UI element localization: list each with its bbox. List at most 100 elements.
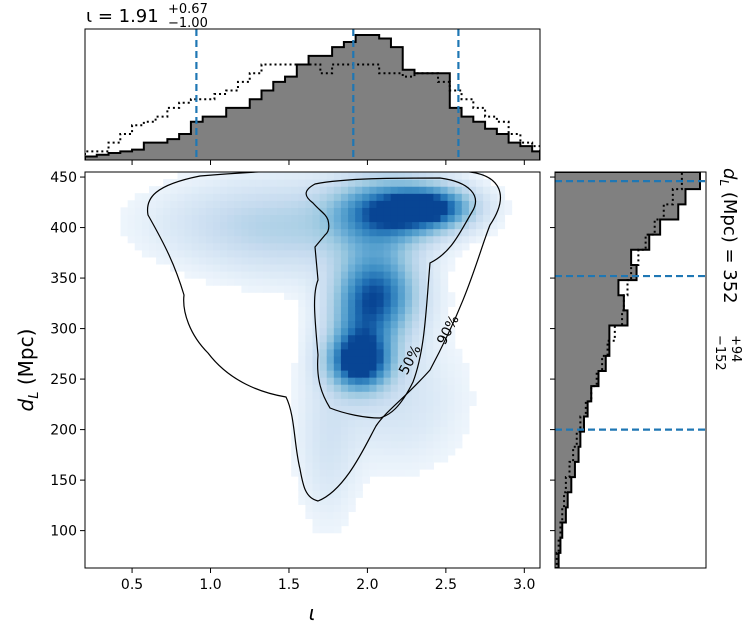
density-cell (333, 384, 342, 392)
density-cell (319, 384, 328, 392)
density-cell (426, 271, 434, 279)
density-cell (440, 447, 449, 456)
density-cell (447, 207, 456, 216)
density-cell (305, 461, 314, 470)
density-cell (212, 271, 221, 279)
density-cell (454, 249, 463, 258)
density-cell (376, 278, 385, 286)
density-cell (333, 214, 342, 223)
density-cell (348, 306, 356, 315)
density-cell (333, 454, 342, 463)
density-cell (383, 469, 392, 477)
density-cell (163, 228, 171, 237)
density-cell (412, 426, 420, 435)
density-cell (333, 179, 342, 187)
density-cell (355, 405, 363, 414)
density-cell (191, 263, 200, 272)
density-cell (376, 334, 385, 343)
density-cell (376, 200, 385, 208)
density-cell (312, 186, 321, 194)
density-cell (319, 433, 328, 442)
density-cell (362, 306, 370, 315)
density-cell (191, 179, 200, 187)
y-axis-label-rest: (Mpc) (14, 329, 38, 392)
density-cell (340, 384, 349, 392)
density-cell (433, 440, 442, 449)
density-cell (397, 355, 406, 364)
density-cell (184, 271, 193, 279)
density-cell (276, 263, 285, 272)
density-cell (454, 405, 463, 414)
density-cell (404, 193, 413, 201)
density-cell (340, 327, 349, 336)
joint-density-panel: 50% 90% 0.5 1.0 1.5 2.0 2.5 3.010015020025030… (50, 170, 541, 593)
density-cell (305, 292, 314, 300)
density-cell (227, 179, 235, 187)
density-cell (298, 405, 306, 414)
density-cell (333, 348, 342, 357)
density-cell (369, 228, 378, 237)
density-cell (305, 186, 314, 194)
density-cell (340, 306, 349, 315)
density-cell (440, 454, 449, 463)
density-cell (177, 186, 186, 194)
density-cell (255, 179, 264, 187)
density-cell (355, 271, 363, 279)
density-cell (326, 384, 335, 392)
density-cell (326, 306, 335, 315)
density-cell (156, 235, 164, 244)
density-cell (141, 235, 150, 244)
density-cell (376, 235, 385, 244)
density-cell (433, 391, 442, 399)
density-cell (376, 362, 385, 371)
density-cell (340, 497, 349, 505)
density-cell (419, 384, 427, 392)
density-cell (333, 419, 342, 428)
density-cell (468, 186, 477, 194)
density-cell (220, 200, 228, 208)
density-cell (305, 313, 314, 322)
density-cell (412, 313, 420, 322)
density-cell (376, 221, 385, 230)
density-cell (305, 370, 314, 378)
density-cell (227, 207, 235, 216)
density-cell (404, 292, 413, 300)
density-cell (426, 221, 434, 230)
density-cell (255, 193, 264, 201)
density-cell (397, 313, 406, 322)
x-tick-label: 3.0 (513, 577, 535, 593)
density-cell (191, 256, 200, 265)
dl-title-rest: (Mpc) = 352 (719, 186, 740, 304)
density-cell (440, 320, 449, 329)
density-cell (340, 313, 349, 322)
density-cell (426, 242, 434, 251)
density-cell (305, 341, 314, 350)
density-cell (412, 221, 420, 230)
density-cell (248, 186, 257, 194)
density-cell (412, 398, 420, 406)
density-cell (376, 299, 385, 307)
density-cell (191, 200, 200, 208)
density-cell (198, 263, 207, 272)
density-cell (426, 377, 434, 385)
density-cell (127, 200, 136, 208)
density-cell (348, 200, 356, 208)
density-cell (333, 405, 342, 414)
density-cell (184, 193, 193, 201)
density-cell (397, 327, 406, 336)
density-cell (362, 355, 370, 364)
density-cell (419, 299, 427, 307)
density-cell (234, 278, 243, 286)
density-cell (461, 242, 470, 251)
density-cell (241, 193, 250, 201)
density-cell (355, 292, 363, 300)
density-cell (383, 172, 392, 180)
density-cell (419, 405, 427, 414)
density-cell (383, 256, 392, 265)
density-cell (483, 179, 491, 187)
density-cell (433, 398, 442, 406)
density-cell (312, 490, 321, 498)
density-cell (362, 186, 370, 194)
density-cell (319, 355, 328, 364)
density-cell (284, 214, 292, 223)
